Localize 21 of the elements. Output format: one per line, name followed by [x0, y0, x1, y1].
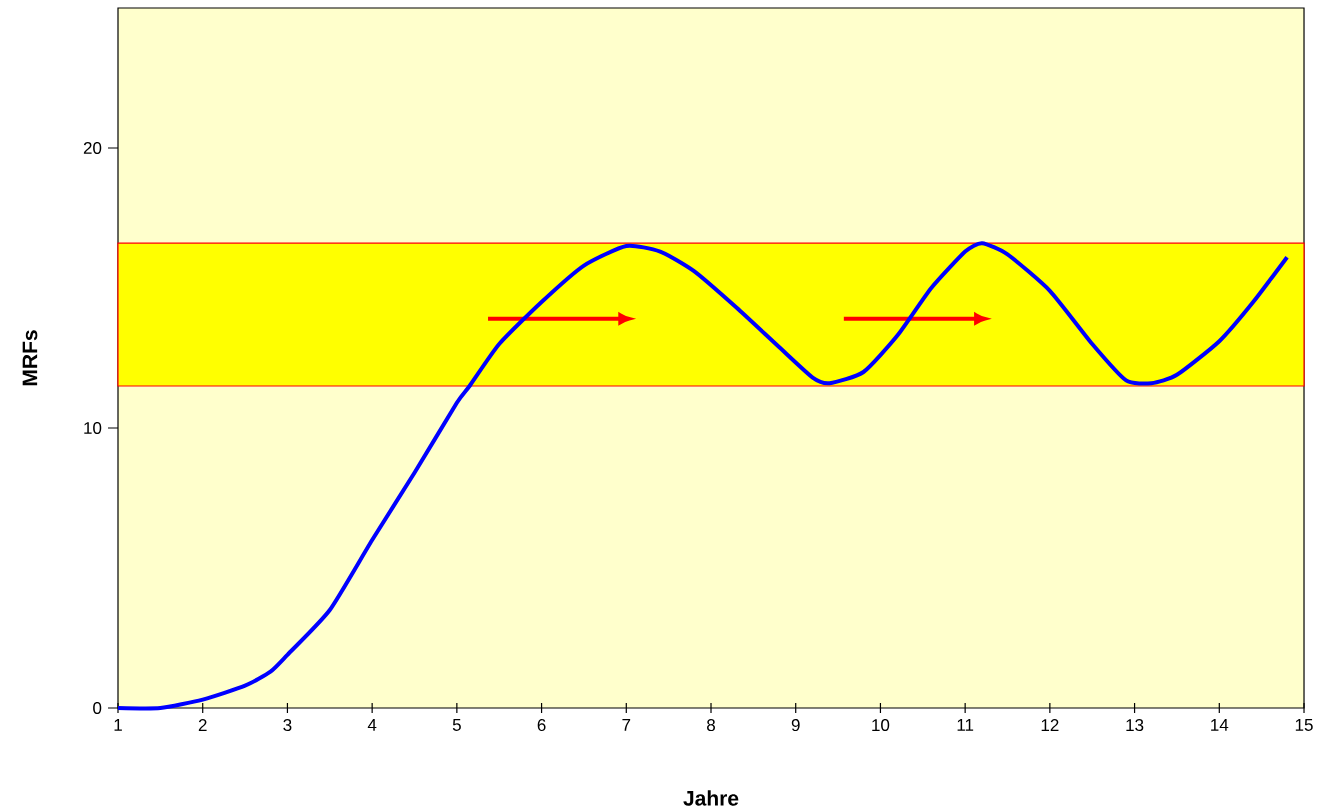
- x-tick-label: 12: [1041, 719, 1059, 731]
- x-tick-label: 3: [283, 719, 292, 732]
- x-tick-label: 10: [872, 719, 890, 732]
- x-tick-label: 8: [707, 719, 715, 732]
- y-axis-title: MRFs: [22, 330, 38, 386]
- x-tick-label: 4: [367, 719, 377, 731]
- y-tick-label: 20: [83, 141, 102, 154]
- x-tick-label: 7: [622, 719, 631, 731]
- x-tick-label: 1: [114, 719, 122, 731]
- line-series: [116, 241, 1290, 711]
- x-tick-label: 9: [791, 719, 800, 732]
- y-tick-label: 0: [93, 701, 102, 715]
- x-tick-label: 15: [1295, 719, 1313, 731]
- x-tick-label: 5: [452, 719, 461, 731]
- x-tick-label: 11: [957, 719, 974, 731]
- x-tick-label: 13: [1126, 719, 1144, 732]
- y-tick-label: 10: [84, 421, 102, 435]
- x-tick-label: 2: [198, 719, 207, 731]
- x-tick-label: 6: [537, 719, 546, 732]
- x-axis-title: Jahre: [683, 790, 739, 806]
- x-tick-label: 14: [1211, 719, 1229, 731]
